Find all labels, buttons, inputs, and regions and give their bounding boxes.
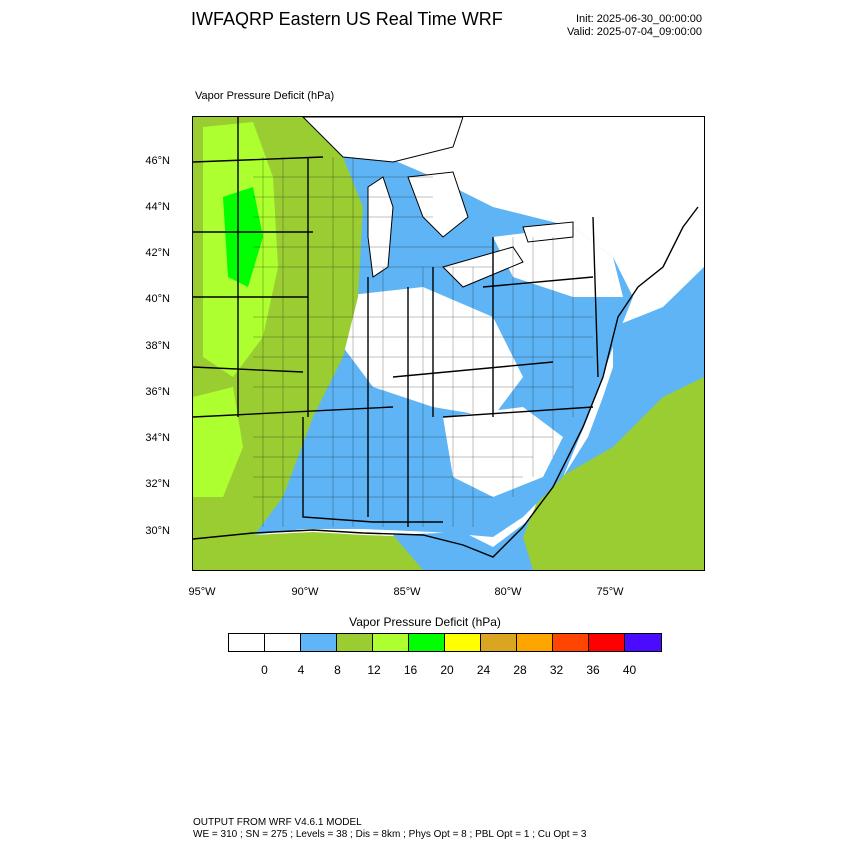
colorbar-tick-label: 12 [367, 663, 381, 677]
canada-region [463, 117, 704, 217]
lon-label-90: 90°W [291, 586, 319, 598]
lat-label-46: 46°N [145, 155, 170, 167]
lon-label-75: 75°W [596, 586, 624, 598]
colorbar-tick-label: 32 [549, 663, 564, 677]
gulf-water-east [393, 532, 493, 570]
colorbar-box [229, 634, 265, 651]
footer-line-1: OUTPUT FROM WRF V4.6.1 MODEL [193, 817, 362, 828]
lon-label-80: 80°W [494, 586, 522, 598]
land-green-core [223, 187, 263, 287]
colorbar-tick-label: 28 [513, 663, 527, 677]
lat-label-40: 40°N [145, 293, 170, 305]
lat-label-38: 38°N [145, 340, 170, 352]
model-info-footer: OUTPUT FROM WRF V4.6.1 MODEL WE = 310 ; … [193, 817, 586, 841]
lat-label-32: 32°N [145, 478, 170, 490]
colorbar-box [409, 634, 445, 651]
coastline [193, 206, 699, 558]
state-borders [193, 117, 599, 527]
colorbar-tick-label: 24 [476, 663, 491, 677]
county-lines [253, 157, 593, 527]
init-valid-times: Init: 2025-06-30_00:00:00 Valid: 2025-07… [567, 13, 702, 39]
lat-label-34: 34°N [145, 432, 170, 444]
vpd-map [192, 116, 705, 571]
lake-huron [407, 171, 469, 238]
field-label: Vapor Pressure Deficit (hPa) [195, 90, 335, 102]
lat-label-36: 36°N [145, 386, 170, 398]
colorbar-box [553, 634, 589, 651]
colorbar-tick-label: 36 [586, 663, 600, 677]
colorbar [228, 633, 662, 652]
colorbar-box [265, 634, 301, 651]
lat-label-42: 42°N [145, 247, 170, 259]
atlantic-olive [523, 377, 704, 570]
init-time: Init: 2025-06-30_00:00:00 [576, 13, 702, 25]
atlantic-water-north [653, 297, 704, 357]
colorbar-box [517, 634, 553, 651]
colorbar-tick-label: 4 [297, 663, 305, 677]
colorbar-tick-label: 20 [440, 663, 454, 677]
colorbar-box [481, 634, 517, 651]
lat-label-44: 44°N [145, 201, 170, 213]
lake-superior [302, 117, 464, 163]
map-svg [193, 117, 704, 570]
chart-title: IWFAQRP Eastern US Real Time WRF [191, 9, 503, 29]
colorbar-box [373, 634, 409, 651]
valid-time: Valid: 2025-07-04_09:00:00 [567, 26, 702, 38]
colorbar-tick-label: 40 [622, 663, 637, 677]
colorbar-box [301, 634, 337, 651]
land-white-central [333, 287, 523, 417]
footer-line-2: WE = 310 ; SN = 275 ; Levels = 38 ; Dis … [193, 829, 587, 840]
lat-label-30: 30°N [145, 525, 170, 537]
colorbar-box [589, 634, 625, 651]
colorbar-box [337, 634, 373, 651]
lon-label-85: 85°W [393, 586, 421, 598]
colorbar-tick-label: 0 [261, 663, 268, 677]
colorbar-box [625, 634, 661, 651]
colorbar-box [445, 634, 481, 651]
colorbar-tick-label: 8 [334, 663, 341, 677]
lon-label-95: 95°W [188, 586, 216, 598]
colorbar-title: Vapor Pressure Deficit (hPa) [349, 615, 501, 629]
colorbar-tick-label: 16 [403, 663, 418, 677]
land-white-northeast [493, 227, 623, 297]
